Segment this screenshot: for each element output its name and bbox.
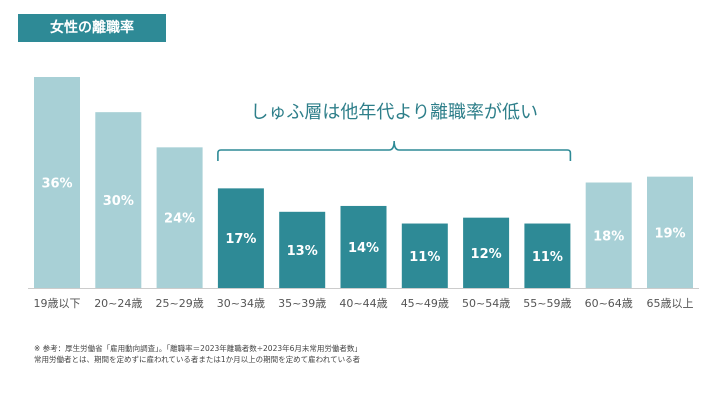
- bar-3: [217, 188, 264, 288]
- bar-2: [156, 147, 203, 288]
- chart-title: 女性の離職率: [50, 20, 134, 36]
- value-label-10: 19%: [654, 226, 685, 241]
- annotation-brace: [217, 140, 572, 161]
- source-note: ※ 参考：厚生労働省「雇用動向調査」。「離職率＝2023年離職者数÷2023年6…: [34, 344, 362, 353]
- tick-label-1: 20~24歳: [94, 297, 142, 310]
- annotation-text: しゅふ層は他年代より離職率が低い: [250, 102, 538, 123]
- tick-label-9: 60~64歳: [585, 297, 633, 310]
- value-label-4: 13%: [287, 244, 318, 259]
- x-tick-labels-group: 19歳以下 20~24歳 25~29歳 30~34歳 35~39歳 40~44歳 45~49…: [34, 297, 694, 310]
- value-label-5: 14%: [348, 241, 379, 256]
- tick-label-3: 30~34歳: [217, 297, 265, 310]
- value-label-9: 18%: [593, 229, 624, 244]
- value-label-2: 24%: [164, 212, 195, 227]
- bar-10: [647, 176, 693, 288]
- tick-label-7: 50~54歳: [462, 297, 510, 310]
- bar-0: [34, 77, 80, 288]
- bar-7: [463, 217, 510, 288]
- value-labels-group: 36% 30% 24% 17% 13% 14% 11% 12% 11% 18% 19%: [41, 177, 685, 265]
- value-label-6: 11%: [409, 250, 440, 265]
- definition-note: 常用労働者とは、期間を定めずに雇われている者または1か月以上の期間を定めて雇われ…: [34, 355, 361, 364]
- bar-4: [279, 211, 326, 288]
- tick-label-4: 35~39歳: [278, 297, 326, 310]
- tick-label-2: 25~29歳: [155, 297, 203, 310]
- tick-label-6: 45~49歳: [401, 297, 449, 310]
- value-label-1: 30%: [103, 194, 134, 209]
- bars-group: [34, 77, 693, 289]
- bar-9: [585, 182, 632, 288]
- tick-label-0: 19歳以下: [34, 297, 81, 310]
- value-label-8: 11%: [532, 250, 563, 265]
- title-badge: 女性の離職率: [18, 14, 166, 42]
- bar-1: [95, 112, 142, 289]
- bar-6: [401, 223, 448, 288]
- tick-label-8: 55~59歳: [523, 297, 571, 310]
- tick-label-10: 65歳以上: [647, 297, 694, 310]
- value-label-0: 36%: [41, 177, 72, 192]
- value-label-7: 12%: [471, 247, 502, 262]
- value-label-3: 17%: [225, 232, 256, 247]
- bar-8: [524, 223, 571, 288]
- tick-label-5: 40~44歳: [339, 297, 387, 310]
- bar-5: [340, 205, 387, 288]
